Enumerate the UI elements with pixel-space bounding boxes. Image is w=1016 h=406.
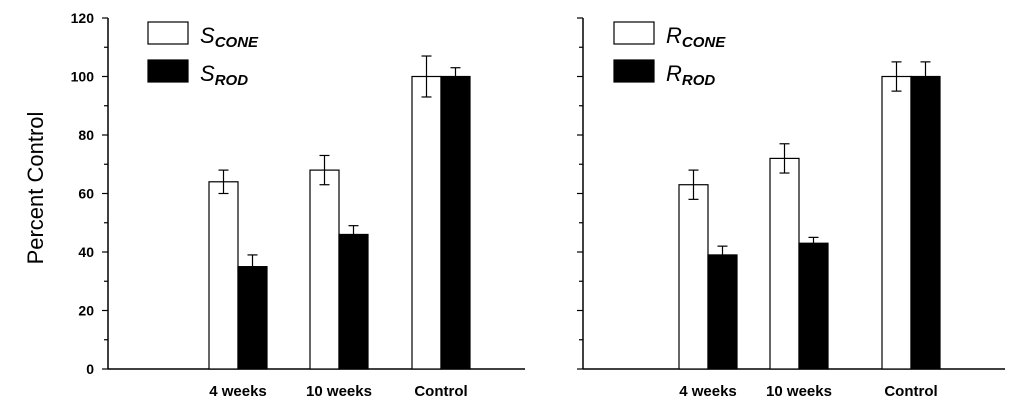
bar bbox=[208, 181, 239, 370]
bar bbox=[411, 75, 442, 370]
bar bbox=[678, 184, 709, 370]
bar bbox=[309, 169, 340, 370]
legend-swatch bbox=[613, 21, 655, 45]
x-tick-label: 10 weeks bbox=[306, 383, 372, 400]
y-tick-label: 40 bbox=[78, 244, 94, 260]
x-tick-label: Control bbox=[884, 383, 937, 400]
bar bbox=[769, 157, 800, 370]
bar bbox=[798, 242, 829, 370]
y-tick-label: 120 bbox=[71, 10, 95, 26]
x-tick-label: 4 weeks bbox=[209, 383, 267, 400]
y-tick-label: 20 bbox=[78, 303, 94, 319]
bar bbox=[910, 75, 941, 370]
bar bbox=[881, 75, 912, 370]
legend-swatch bbox=[147, 21, 189, 45]
x-tick-label: 10 weeks bbox=[766, 383, 832, 400]
bar bbox=[237, 266, 268, 370]
x-tick-label: Control bbox=[414, 383, 467, 400]
legend-label: RROD bbox=[666, 61, 715, 89]
y-tick-label: 80 bbox=[78, 127, 94, 143]
legend-label: SCONE bbox=[200, 23, 259, 51]
chart-panel-2: 4 weeks 10 weeks Control RCONE RROD bbox=[577, 17, 1005, 400]
x-tick-label: 4 weeks bbox=[679, 383, 737, 400]
legend-swatch bbox=[613, 59, 655, 83]
bar bbox=[707, 254, 738, 370]
bar bbox=[440, 75, 471, 370]
legend-label: SROD bbox=[200, 61, 248, 89]
y-tick-label: 0 bbox=[86, 361, 94, 377]
legend-label: RCONE bbox=[666, 23, 726, 51]
y-tick-label: 100 bbox=[71, 69, 95, 85]
chart-panel-1: 0 20 40 60 80 100 120 4 weeks 10 weeks Control SCO… bbox=[71, 10, 525, 400]
legend-swatch bbox=[147, 59, 189, 83]
y-tick-label: 60 bbox=[78, 186, 94, 202]
bar bbox=[338, 233, 369, 370]
